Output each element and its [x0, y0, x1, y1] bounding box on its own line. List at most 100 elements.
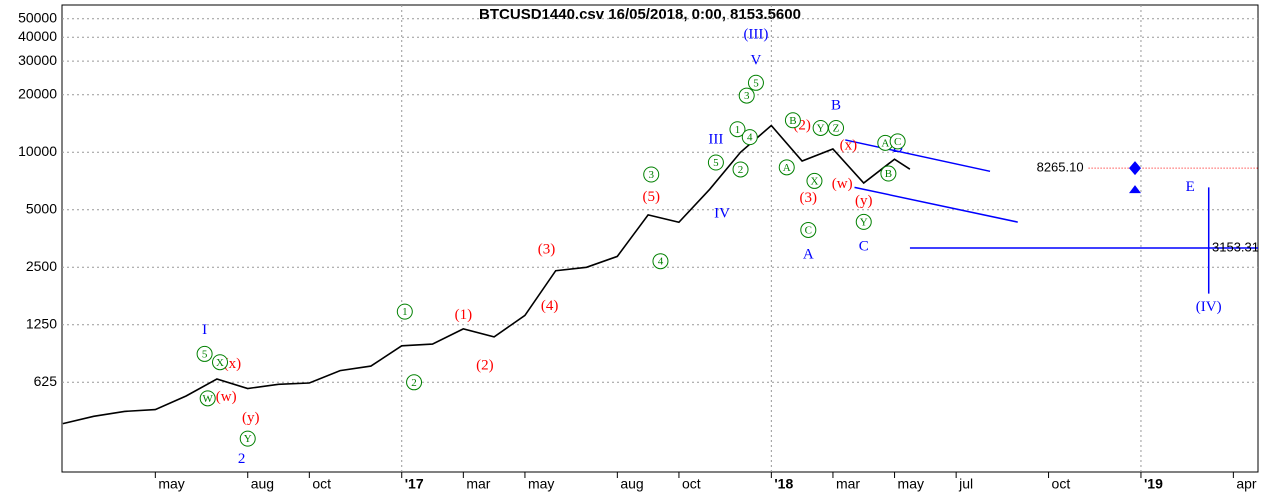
wave-label: (4): [541, 298, 559, 314]
wave-circle: [396, 303, 413, 320]
wave-circle: [707, 154, 724, 171]
wave-circle: [239, 430, 256, 447]
wave-circle: [732, 161, 749, 178]
price-line: [62, 124, 911, 425]
wave-label: Y: [817, 123, 825, 135]
wave-label: B: [789, 115, 796, 127]
y-tick-label: 20000: [18, 85, 57, 101]
wave-circle: [212, 354, 229, 371]
wave-circle: [880, 165, 897, 182]
y-tick-label: 10000: [18, 143, 57, 159]
wave-label: Y: [244, 433, 252, 445]
wave-label: I: [202, 322, 207, 338]
wave-label: B: [885, 168, 892, 180]
wave-label: A: [803, 247, 814, 263]
y-tick-label: 40000: [18, 28, 57, 44]
level-marker: [1129, 161, 1141, 176]
x-tick-label: aug: [251, 476, 274, 492]
wave-label: 5: [202, 348, 208, 360]
wave-label: Z: [833, 123, 840, 135]
x-tick-label: '19: [1144, 476, 1163, 492]
wave-label: (IV): [1196, 299, 1222, 315]
wave-circle: [652, 253, 669, 270]
x-tick-label: mar: [836, 476, 860, 492]
y-tick-label: 50000: [18, 9, 57, 25]
x-tick-label: oct: [682, 476, 701, 492]
wave-label: 3: [744, 90, 750, 102]
level-label: 3153.31: [1212, 239, 1259, 254]
wave-label: (3): [800, 190, 818, 206]
wave-label: (y): [242, 410, 260, 426]
x-tick-label: '17: [405, 476, 424, 492]
x-tick-label: apr: [1236, 476, 1257, 492]
wave-label: (w): [832, 176, 853, 192]
chart-title: BTCUSD1440.csv 16/05/2018, 0:00, 8153.56…: [479, 6, 801, 23]
wave-label: X: [216, 357, 224, 369]
wave-label: (3): [538, 242, 556, 258]
wave-label: B: [831, 97, 841, 113]
wave-circle: [199, 390, 216, 407]
wave-label: 5: [713, 157, 719, 169]
wave-label: 4: [658, 256, 664, 268]
x-tick-label: mar: [466, 476, 490, 492]
y-tick-label: 5000: [26, 200, 57, 216]
wave-circle: [738, 87, 755, 104]
wave-label: (x): [840, 138, 858, 154]
wave-label: 1: [402, 306, 408, 318]
wave-label: C: [859, 238, 869, 254]
wave-label: Y: [860, 216, 868, 228]
wave-label: 4: [747, 132, 753, 144]
x-tick-label: may: [158, 476, 184, 492]
x-tick-label: '18: [774, 476, 793, 492]
wave-label: C: [805, 224, 812, 236]
y-tick-label: 1250: [26, 315, 57, 331]
wave-label: (w): [216, 389, 237, 405]
wave-circle: [406, 374, 423, 391]
wave-label: III: [708, 132, 723, 148]
y-tick-label: 30000: [18, 52, 57, 68]
wave-label: A: [783, 162, 791, 174]
wave-label: A: [881, 137, 889, 149]
wave-circle: [747, 74, 764, 91]
level-marker: [1129, 185, 1141, 194]
plot-frame: [61, 4, 1259, 473]
wave-label: 2: [738, 164, 744, 176]
wave-label: 2: [238, 451, 246, 467]
trend-line: [845, 139, 991, 173]
y-tick-label: 625: [34, 373, 58, 389]
wave-circle: [800, 221, 817, 238]
wave-label: 2: [411, 377, 417, 389]
wave-label: E: [1186, 179, 1195, 195]
wave-circle: [729, 121, 746, 138]
wave-label: C: [894, 136, 901, 148]
wave-circle: [806, 172, 823, 189]
x-tick-label: oct: [312, 476, 331, 492]
wave-label: 5: [753, 77, 759, 89]
wave-circle: [784, 112, 801, 129]
trend-line: [854, 186, 1018, 223]
wave-circle: [855, 213, 872, 230]
x-tick-label: jul: [958, 476, 973, 492]
wave-label: X: [810, 175, 818, 187]
wave-label: (III): [743, 27, 768, 43]
wave-circle: [196, 345, 213, 362]
x-tick-label: may: [528, 476, 554, 492]
wave-circle: [889, 133, 906, 150]
wave-label: 1: [735, 124, 741, 136]
wave-label: 3: [648, 169, 654, 181]
wave-label: IV: [714, 205, 730, 221]
wave-label: (1): [455, 307, 473, 323]
wave-label: (5): [642, 189, 660, 205]
wave-label: V: [751, 53, 762, 69]
wave-circle: [741, 129, 758, 146]
wave-circle: [828, 119, 845, 136]
x-tick-label: aug: [620, 476, 643, 492]
wave-label: W: [202, 393, 213, 405]
y-tick-label: 2500: [26, 258, 57, 274]
wave-circle: [643, 166, 660, 183]
level-label: 8265.10: [1037, 160, 1084, 175]
wave-label: (x): [224, 356, 242, 372]
x-tick-label: oct: [1052, 476, 1071, 492]
wave-circle: [778, 159, 795, 176]
